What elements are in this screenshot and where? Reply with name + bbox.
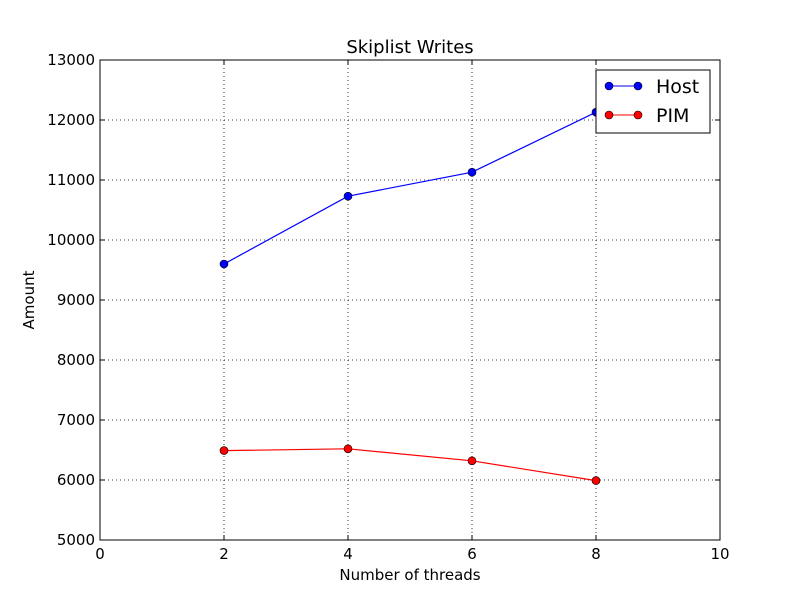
legend-label-host: Host [656,76,699,98]
ticks: 0 2 4 6 8 10 5000 6000 7000 8000 9000 10000 11000 120… [47,51,729,563]
data-point-pim [343,444,353,454]
y-tick-label: 6000 [57,471,95,489]
legend-box [595,69,711,134]
chart-title: Skiplist Writes [346,37,473,58]
data-point-host [219,259,229,269]
x-tick-label: 10 [710,545,729,563]
legend-marker-host [633,81,643,91]
data-point-host [343,191,353,201]
legend-marker-pim [604,110,614,120]
y-tick-label: 11000 [47,171,95,189]
legend-marker-host [604,81,614,91]
legend-label-pim: PIM [656,105,689,127]
data-point-pim [219,446,229,455]
y-tick-label: 7000 [57,411,95,429]
x-axis-title: Number of threads [339,566,480,584]
data-point-host [467,167,477,177]
data-point-pim [467,456,477,466]
y-axis-title: Amount [20,270,38,329]
x-tick-label: 6 [467,545,477,563]
x-tick-label: 2 [219,545,229,563]
y-tick-label: 8000 [57,351,95,369]
legend: Host PIM [595,69,711,134]
y-tick-label: 9000 [57,291,95,309]
x-tick-label: 8 [591,545,601,563]
y-tick-label: 5000 [57,531,95,549]
series-line-pim [223,448,597,482]
series-group [219,107,601,485]
y-tick-label: 13000 [47,51,95,69]
y-tick-label: 12000 [47,111,95,129]
y-tick-label: 10000 [47,231,95,249]
x-tick-label: 0 [95,545,105,563]
series-line-host [223,111,597,265]
data-point-pim [591,476,601,485]
legend-marker-pim [633,110,643,120]
x-tick-label: 4 [343,545,353,563]
